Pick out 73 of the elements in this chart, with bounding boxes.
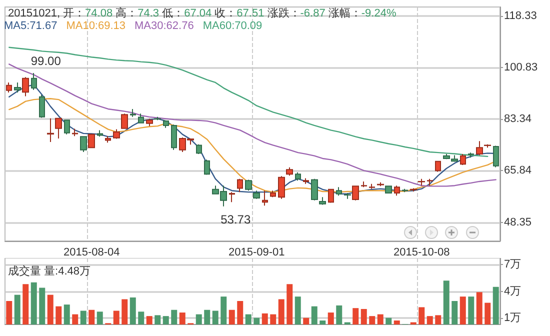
candlestick [344, 192, 351, 200]
candlestick [303, 178, 309, 184]
y-tick-label: 7万 [504, 258, 522, 271]
candlestick [278, 176, 285, 200]
candlestick [105, 136, 111, 144]
candlestick [253, 190, 260, 200]
x-tick-label: 2015-09-01 [228, 246, 285, 258]
candlestick [369, 183, 375, 190]
candlestick [97, 130, 103, 138]
candlestick [88, 133, 95, 149]
annotation: 99.00 [30, 54, 62, 68]
candlestick [484, 144, 491, 148]
candlestick [22, 76, 29, 97]
candlestick [435, 160, 441, 172]
text: MA60:70.09 [202, 20, 262, 32]
candlestick [229, 192, 235, 203]
candlestick [72, 128, 78, 137]
x-tick-label: 2015-08-04 [63, 246, 120, 258]
candlestick [336, 186, 342, 196]
candlestick [460, 154, 466, 166]
candlestick [476, 140, 483, 156]
text: MA5:71.67 [4, 20, 58, 32]
candlestick [319, 196, 326, 206]
candlestick [6, 82, 12, 93]
candlestick [14, 82, 21, 93]
line-series [8, 64, 496, 187]
candlestick [64, 119, 70, 135]
candlestick [262, 190, 268, 206]
candlestick [402, 188, 408, 193]
candlestick [394, 185, 400, 196]
annotation: 53.73 [220, 212, 251, 226]
candlestick [130, 108, 136, 118]
text: 成交量 量:4.48万 [8, 264, 91, 278]
candlestick [245, 179, 252, 192]
candlestick [146, 118, 153, 127]
candlestick [138, 113, 144, 124]
y-tick-label: 118.33 [504, 10, 537, 22]
candlestick [418, 178, 425, 186]
y-tick-label: 65.84 [504, 164, 532, 177]
candlestick [121, 113, 128, 130]
text: MA10:69.13 [66, 20, 126, 32]
candlestick [328, 188, 334, 204]
candlestick [385, 185, 392, 194]
text: MA30:62.76 [134, 20, 194, 32]
candlestick [55, 118, 62, 139]
candlestick [171, 124, 177, 150]
candlestick [352, 185, 359, 201]
candlestick [270, 190, 276, 198]
y-tick-label: 83.34 [504, 113, 532, 126]
candlestick [196, 144, 202, 155]
y-tick-label: 1万 [504, 312, 522, 324]
candlestick [80, 136, 87, 152]
y-tick-label: 4万 [504, 285, 522, 298]
candlestick [361, 180, 367, 188]
x-tick-label: 2015-10-08 [393, 246, 450, 258]
candlestick [113, 128, 120, 140]
candlestick [286, 166, 293, 176]
candlestick [493, 145, 499, 168]
y-tick-label: 48.35 [504, 216, 532, 228]
candlestick [427, 178, 433, 186]
line-series [8, 46, 488, 158]
candlestick [39, 94, 45, 118]
candlestick [410, 188, 417, 192]
candlestick [311, 178, 318, 201]
y-tick-label: 100.83 [504, 62, 538, 74]
candlestick [237, 178, 243, 193]
candlestick [295, 172, 301, 182]
candlestick [204, 159, 210, 176]
candlestick [47, 118, 54, 142]
chart-title: 20151021, 开：74.08 高：74.3 低：67.04 收：67.51 涨跌：-6.87 涨幅：-9.24% [8, 8, 396, 20]
candlestick [377, 182, 384, 187]
candlestick [163, 120, 169, 128]
candlestick [154, 116, 161, 121]
